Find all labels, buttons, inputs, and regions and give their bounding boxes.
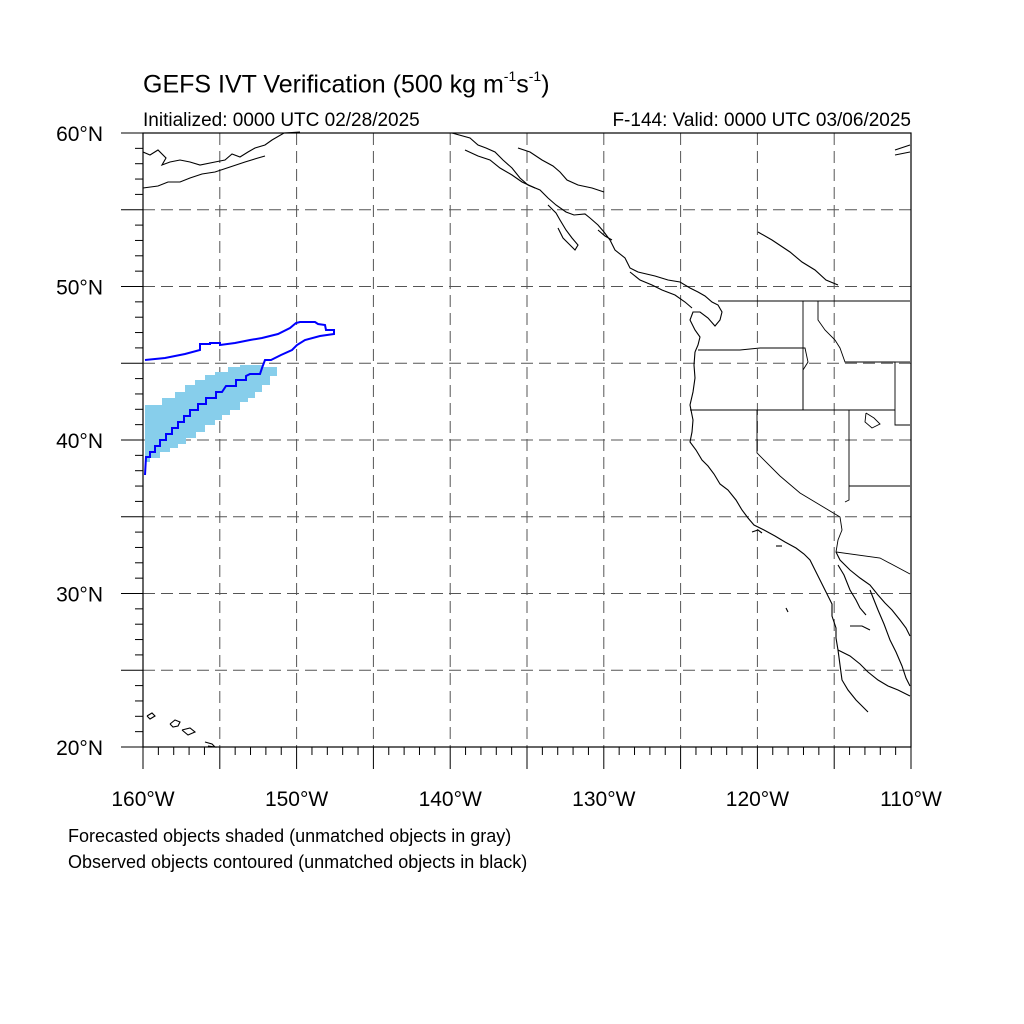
- title-text: GEFS IVT Verification (500 kg m: [143, 70, 504, 99]
- longitude-label: 160°W: [111, 788, 174, 811]
- valid-time-label: F-144: Valid: 0000 UTC 03/06/2025: [612, 110, 911, 131]
- title-exponent-2: -1: [528, 68, 542, 84]
- political-borders: [690, 300, 911, 575]
- longitude-label: 130°W: [572, 788, 635, 811]
- longitude-label: 110°W: [880, 788, 942, 811]
- latitude-labels: 60°N 50°N 40°N 30°N 20°N: [56, 123, 103, 760]
- latitude-label: 30°N: [56, 584, 103, 607]
- latitude-label: 40°N: [56, 430, 103, 453]
- caption-observed: Observed objects contoured (unmatched ob…: [68, 852, 528, 872]
- map-gridlines: [143, 133, 911, 747]
- latitude-label: 50°N: [56, 277, 103, 300]
- map-frame: [142, 132, 912, 748]
- title-text-suffix: ): [541, 70, 550, 99]
- longitude-label: 150°W: [265, 788, 328, 811]
- title-exponent-1: -1: [503, 68, 517, 84]
- latitude-label: 60°N: [56, 123, 103, 146]
- longitude-label: 140°W: [419, 788, 482, 811]
- title-text-mid: s: [516, 70, 529, 99]
- longitude-label: 120°W: [726, 788, 789, 811]
- longitude-labels: 160°W 150°W 140°W 130°W 120°W 110°W: [111, 788, 942, 811]
- latitude-label: 20°N: [56, 737, 103, 760]
- initialized-label: Initialized: 0000 UTC 02/28/2025: [143, 110, 420, 131]
- caption-forecast: Forecasted objects shaded (unmatched obj…: [68, 826, 512, 846]
- map-ticks: [121, 132, 912, 769]
- map-title: GEFS IVT Verification (500 kg m-1s-1): [143, 68, 550, 99]
- forecast-object: [145, 365, 277, 462]
- observed-object-contour: [144, 321, 335, 476]
- coastlines: [142, 131, 911, 748]
